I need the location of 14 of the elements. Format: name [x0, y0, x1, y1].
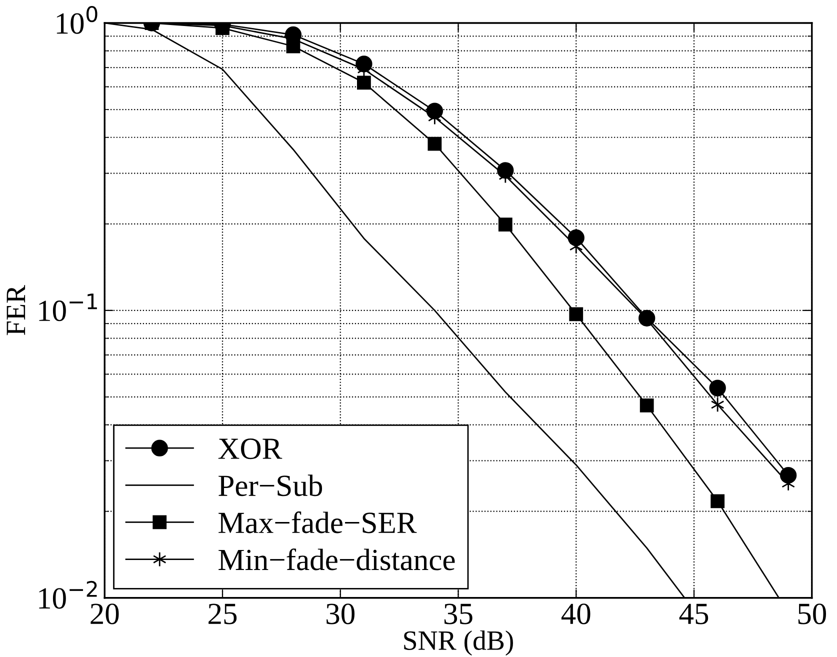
x-axis-title: SNR (dB) [404, 630, 513, 656]
y-tick-label: 10$^{−1}$ [39, 294, 97, 322]
x-tick-label: 50 [798, 604, 826, 624]
x-tick-label: 30 [326, 604, 354, 624]
y-tick-label: 10$^{0}$ [56, 6, 98, 34]
legend-label: XOR [218, 438, 282, 460]
legend-label: Min−fade−distance [218, 548, 455, 570]
legend-label: Max−fade−SER [218, 511, 417, 534]
x-tick-label: 25 [208, 604, 237, 624]
legend-label: Per−Sub [218, 474, 322, 496]
x-tick-label: 40 [561, 604, 590, 624]
x-tick-label: 45 [679, 604, 708, 624]
y-axis-title: FER [6, 285, 26, 336]
x-tick-label: 35 [444, 604, 472, 624]
